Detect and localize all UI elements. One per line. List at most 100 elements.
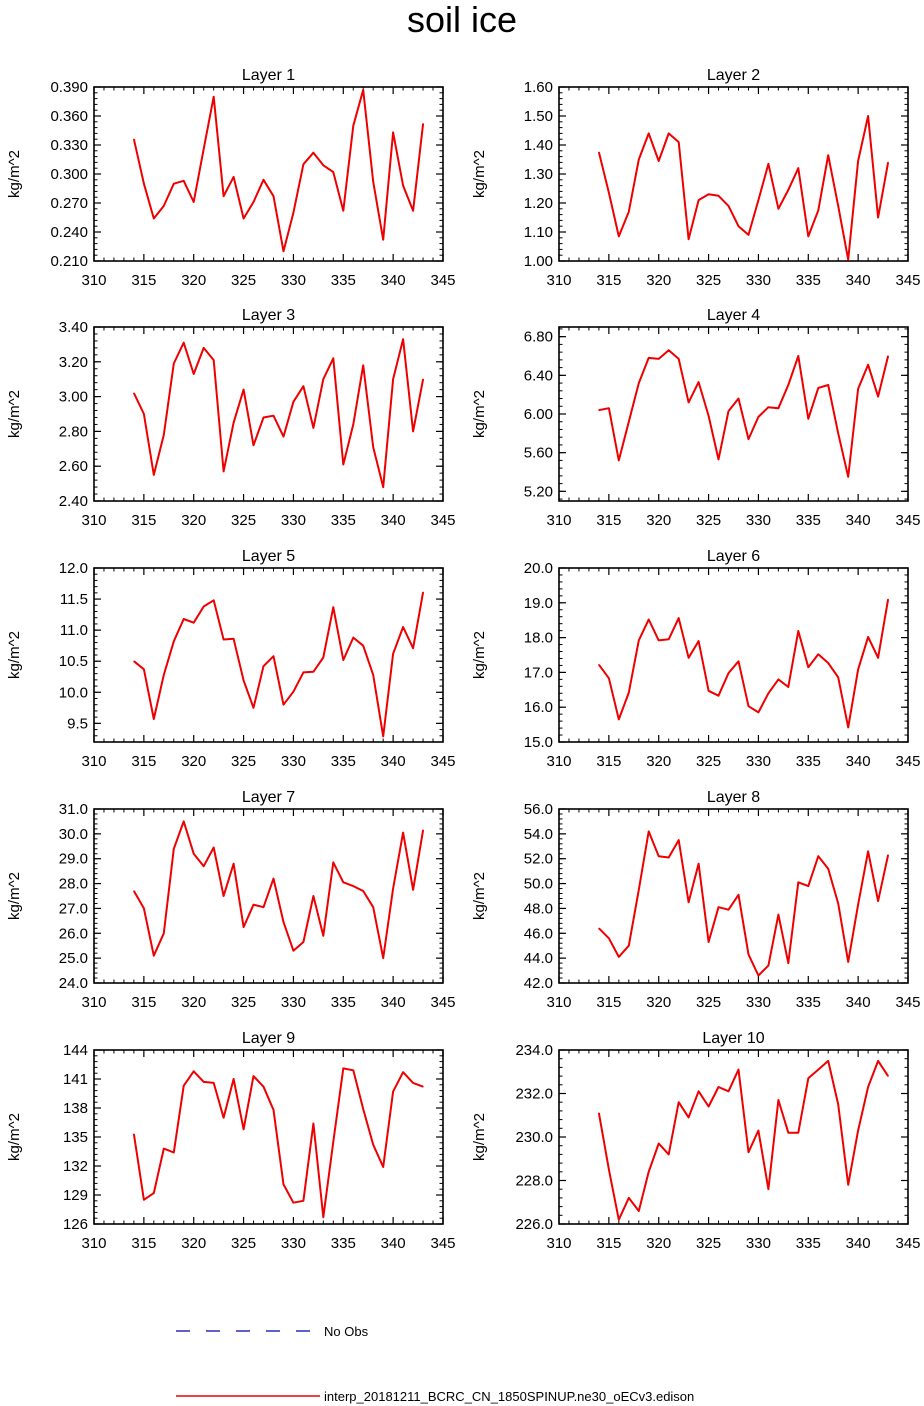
plot-frame bbox=[558, 808, 909, 984]
data-point bbox=[867, 850, 869, 852]
data-point bbox=[698, 381, 700, 383]
y-tick-label: 230.0 bbox=[515, 1129, 553, 1146]
data-point bbox=[628, 421, 630, 423]
data-point bbox=[203, 347, 205, 349]
data-point bbox=[133, 392, 135, 394]
data-point bbox=[698, 1090, 700, 1092]
data-point bbox=[252, 904, 255, 906]
data-point bbox=[252, 444, 255, 446]
data-point bbox=[352, 1069, 354, 1071]
data-point bbox=[213, 96, 215, 98]
y-tick-label: 18.0 bbox=[524, 630, 553, 647]
data-point bbox=[422, 591, 424, 593]
data-point bbox=[223, 470, 225, 473]
data-point bbox=[153, 217, 155, 220]
x-tick-label: 345 bbox=[430, 272, 455, 289]
page-title: soil ice bbox=[406, 0, 518, 40]
y-tick-label: 1.40 bbox=[524, 137, 553, 154]
y-tick-label: 3.00 bbox=[59, 389, 88, 406]
data-point bbox=[242, 926, 245, 928]
data-point bbox=[737, 894, 740, 896]
x-tick-label: 315 bbox=[596, 1235, 621, 1252]
x-tick-label: 340 bbox=[381, 272, 406, 289]
data-point bbox=[688, 238, 690, 240]
data-point bbox=[857, 388, 859, 390]
data-point bbox=[658, 855, 660, 857]
x-tick-label: 310 bbox=[546, 994, 571, 1011]
data-point bbox=[133, 138, 135, 140]
chart-title: Layer 10 bbox=[702, 1030, 764, 1047]
y-tick-label: 0.270 bbox=[50, 195, 88, 212]
data-point bbox=[422, 378, 424, 380]
data-point bbox=[608, 1169, 610, 1171]
plot-frame bbox=[93, 326, 444, 502]
y-tick-label: 19.0 bbox=[524, 595, 553, 612]
y-tick-label: 1.30 bbox=[524, 166, 553, 183]
y-tick-label: 54.0 bbox=[524, 826, 553, 843]
data-point bbox=[292, 1202, 295, 1204]
data-point bbox=[362, 89, 364, 91]
data-point bbox=[262, 906, 265, 908]
data-point bbox=[767, 1188, 770, 1190]
y-tick-label: 0.300 bbox=[50, 166, 88, 183]
chart-panel-2: 310 315 320 325 330 335 340 345 1.00 1.10 1.20 1.30… bbox=[471, 67, 921, 289]
data-point bbox=[717, 458, 720, 461]
data-point bbox=[163, 1148, 165, 1150]
data-point bbox=[618, 459, 620, 461]
data-point bbox=[252, 201, 255, 203]
data-point bbox=[412, 1082, 414, 1084]
data-point bbox=[213, 599, 215, 601]
chart-panel-6: 310 315 320 325 330 335 340 345 15.0 16.0 17.0 18.0… bbox=[471, 548, 921, 770]
y-tick-label: 232.0 bbox=[515, 1086, 553, 1103]
data-point bbox=[747, 234, 750, 236]
y-tick-label: 228.0 bbox=[515, 1173, 553, 1190]
y-tick-label: 1.20 bbox=[524, 195, 553, 212]
data-point bbox=[757, 199, 760, 201]
chart-panel-5: 310 315 320 325 330 335 340 345 9.5 10.0 10.5 11.0 1… bbox=[6, 548, 456, 770]
data-point bbox=[262, 179, 265, 181]
data-point bbox=[827, 662, 829, 664]
y-tick-label: 15.0 bbox=[524, 734, 553, 751]
data-point bbox=[608, 677, 610, 679]
data-point bbox=[797, 355, 799, 357]
y-tick-label: 11.5 bbox=[60, 591, 88, 608]
y-tick-label: 50.0 bbox=[524, 876, 553, 893]
data-point bbox=[322, 935, 324, 937]
x-tick-label: 330 bbox=[281, 753, 306, 770]
x-tick-label: 325 bbox=[231, 1235, 256, 1252]
data-point bbox=[372, 446, 374, 448]
x-tick-label: 345 bbox=[895, 512, 920, 529]
data-point bbox=[648, 830, 650, 832]
data-point bbox=[638, 382, 640, 384]
chart-title: Layer 8 bbox=[707, 789, 760, 806]
x-tick-label: 325 bbox=[696, 753, 721, 770]
data-point bbox=[372, 674, 374, 676]
data-point bbox=[153, 474, 155, 476]
x-tick-label: 330 bbox=[746, 994, 771, 1011]
data-point bbox=[678, 358, 680, 360]
chart-title: Layer 6 bbox=[707, 548, 760, 565]
y-axis-label: kg/m^2 bbox=[6, 872, 23, 920]
y-axis-label: kg/m^2 bbox=[471, 1113, 488, 1161]
data-point bbox=[887, 598, 889, 600]
data-point bbox=[203, 605, 205, 608]
data-point bbox=[797, 630, 799, 632]
y-tick-label: 20.0 bbox=[524, 560, 553, 577]
data-point bbox=[193, 1070, 195, 1072]
data-point bbox=[668, 349, 670, 351]
x-tick-label: 315 bbox=[131, 994, 156, 1011]
chart-title: Layer 4 bbox=[707, 307, 760, 324]
x-tick-label: 310 bbox=[81, 994, 106, 1011]
data-point bbox=[648, 1171, 650, 1173]
y-tick-label: 3.40 bbox=[59, 319, 88, 336]
data-point bbox=[727, 205, 730, 207]
data-point bbox=[342, 1067, 344, 1069]
data-point bbox=[678, 617, 680, 619]
series-line bbox=[598, 349, 890, 478]
y-tick-label: 234.0 bbox=[515, 1042, 553, 1059]
data-point bbox=[638, 639, 640, 641]
y-tick-label: 24.0 bbox=[59, 975, 88, 992]
data-point bbox=[827, 1060, 829, 1062]
y-tick-label: 28.0 bbox=[59, 876, 88, 893]
data-point bbox=[807, 235, 809, 237]
